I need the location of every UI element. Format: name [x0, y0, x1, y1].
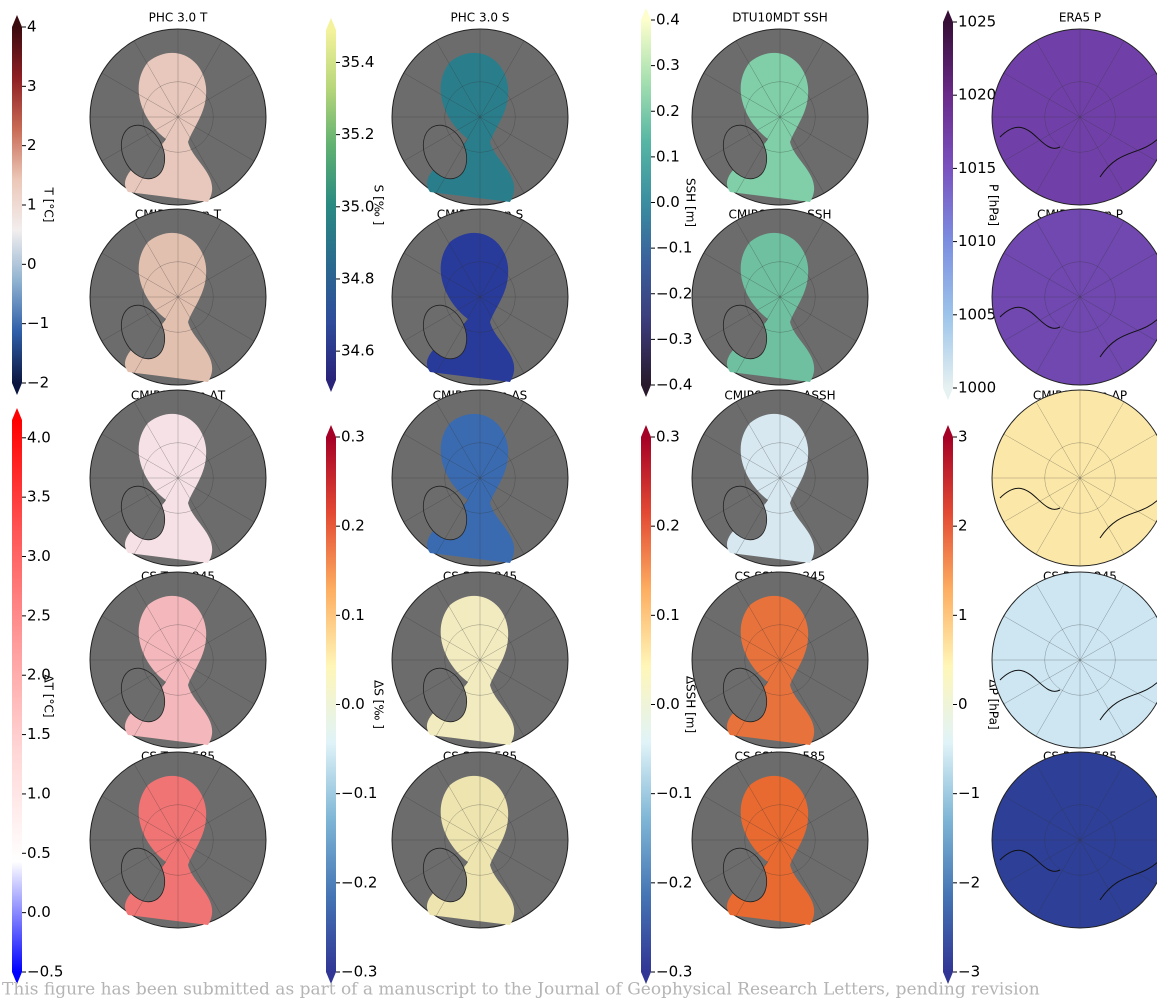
tick-label: 3	[27, 77, 37, 95]
tick-label: −2	[958, 873, 980, 891]
colorbar	[12, 420, 22, 972]
colorbar-label: ΔS [‰ ]	[372, 680, 386, 729]
tick-label: 35.2	[341, 125, 374, 143]
colorbar-extend	[943, 10, 953, 22]
tick-label: 0.2	[656, 102, 680, 120]
colorbar	[943, 437, 953, 972]
figure: 43210−1−2T [°C]4.03.53.02.52.01.51.00.50…	[0, 0, 1157, 1001]
tick-label: 1015	[958, 159, 996, 177]
tick-label: 0.1	[656, 606, 680, 624]
tick-label: 0.3	[341, 428, 365, 446]
colorbar	[326, 437, 336, 972]
tick-label: 2	[958, 517, 968, 535]
tick-label: 0	[27, 255, 37, 273]
tick-label: −0.4	[656, 376, 692, 394]
tick-label: 1000	[958, 379, 996, 397]
tick-label: 3.0	[27, 547, 51, 565]
tick-label: 2	[27, 136, 37, 154]
colorbar	[326, 30, 336, 380]
tick-label: 0.3	[656, 56, 680, 74]
colorbar-extend	[326, 18, 336, 30]
tick-label: −0.3	[656, 330, 692, 348]
tick-label: −0.3	[656, 963, 692, 981]
tick-label: −0.1	[341, 784, 377, 802]
colorbar-extend	[641, 385, 651, 397]
colorbar-extend	[326, 380, 336, 392]
tick-label: −0.2	[341, 873, 377, 891]
colorbar-extend	[12, 383, 22, 395]
tick-label: 0	[958, 695, 968, 713]
tick-label: 3	[958, 428, 968, 446]
colorbar-extend	[12, 408, 22, 420]
colorbar-extend	[943, 388, 953, 400]
tick-label: 1	[958, 606, 968, 624]
tick-label: 0.0	[656, 695, 680, 713]
tick-label: −3	[958, 963, 980, 981]
tick-label: 1	[27, 196, 37, 214]
tick-label: 0.0	[656, 193, 680, 211]
tick-label: 0.0	[341, 695, 365, 713]
tick-label: −2	[27, 374, 49, 392]
tick-label: −0.2	[656, 873, 692, 891]
tick-label: −0.3	[341, 963, 377, 981]
tick-label: −1	[958, 784, 980, 802]
colorbar-label: SSH [m]	[684, 178, 698, 227]
tick-label: −0.1	[656, 784, 692, 802]
tick-label: 34.8	[341, 269, 374, 287]
colorbar-extend	[641, 425, 651, 437]
colorbar	[12, 27, 22, 383]
tick-label: 0.1	[341, 606, 365, 624]
colorbar-extend	[326, 425, 336, 437]
tick-label: 0.0	[27, 903, 51, 921]
tick-label: 1025	[958, 13, 996, 31]
tick-label: 0.1	[656, 147, 680, 165]
tick-label: 1020	[958, 86, 996, 104]
panel-title: PHC 3.0 S	[451, 11, 510, 25]
colorbar-extend	[12, 15, 22, 27]
footer-note: This figure has been submitted as part o…	[2, 980, 1040, 1000]
tick-label: 0.5	[27, 844, 51, 862]
colorbar-label: P [hPa]	[987, 184, 1001, 226]
tick-label: 1.0	[27, 784, 51, 802]
tick-label: 35.0	[341, 197, 374, 215]
colorbar-label: S [‰ ]	[372, 185, 386, 226]
tick-label: −0.2	[656, 284, 692, 302]
colorbar	[641, 437, 651, 972]
tick-label: 35.4	[341, 53, 374, 71]
colorbar	[641, 20, 651, 385]
tick-label: −1	[27, 314, 49, 332]
tick-label: −0.5	[27, 963, 63, 981]
tick-label: 1.5	[27, 725, 51, 743]
colorbar-extend	[943, 425, 953, 437]
tick-label: 0.2	[656, 517, 680, 535]
tick-label: 2.5	[27, 606, 51, 624]
panel-title: DTU10MDT SSH	[732, 11, 828, 25]
colorbar-label: ΔT [°C]	[42, 674, 56, 717]
tick-label: 1010	[958, 232, 996, 250]
panel-title: PHC 3.0 T	[149, 11, 208, 25]
tick-label: 34.6	[341, 342, 374, 360]
tick-label: 1005	[958, 305, 996, 323]
colorbar-extend	[641, 8, 651, 20]
colorbar	[943, 22, 953, 388]
tick-label: 0.4	[656, 11, 680, 29]
tick-label: 3.5	[27, 488, 51, 506]
tick-label: 0.2	[341, 517, 365, 535]
tick-label: −0.1	[656, 239, 692, 257]
tick-label: 4	[27, 18, 37, 36]
tick-label: 0.3	[656, 428, 680, 446]
tick-label: 4.0	[27, 428, 51, 446]
panel-title: ERA5 P	[1059, 11, 1101, 25]
colorbar-label: T [°C]	[42, 187, 56, 223]
